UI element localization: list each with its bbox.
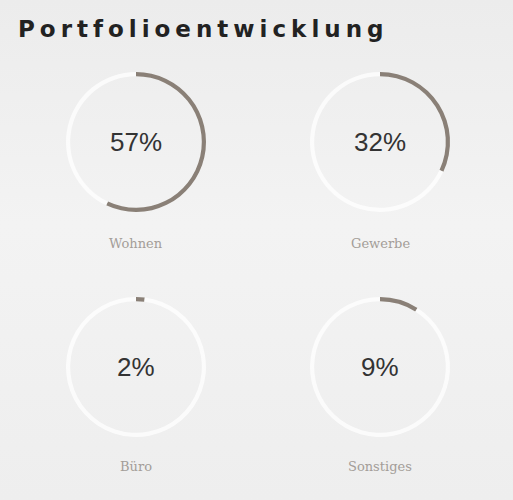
- html-text:Portfolioentwicklung: Portfolioentwicklung: [18, 16, 389, 42]
- svg-text:Büro: Büro: [120, 459, 152, 474]
- svg-text:32%: 32%: [354, 127, 406, 157]
- svg-text:9%: 9%: [361, 352, 399, 382]
- svg-text:2%: 2%: [117, 352, 155, 382]
- svg-text:57%: 57%: [110, 127, 162, 157]
- svg-text:Wohnen: Wohnen: [109, 236, 163, 251]
- svg-text:Gewerbe: Gewerbe: [351, 236, 410, 251]
- svg-text:Sonstiges: Sonstiges: [348, 459, 412, 474]
